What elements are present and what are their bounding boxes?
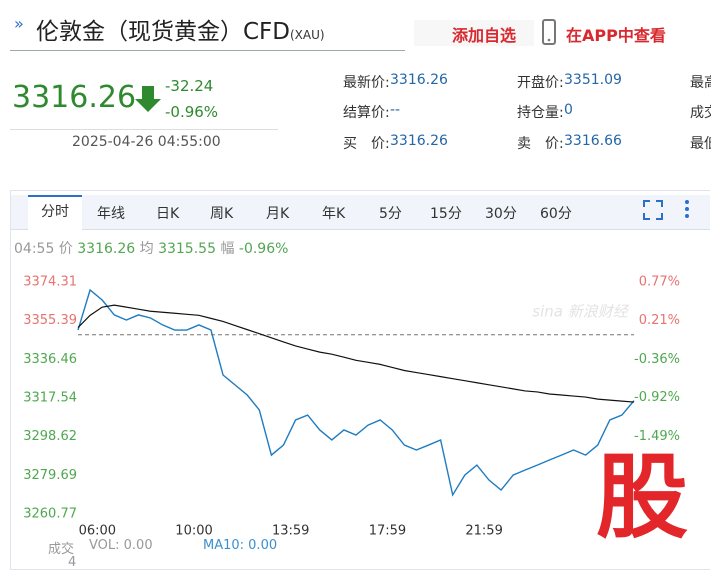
volume-value: VOL: 0.00 — [89, 538, 153, 553]
tab[interactable]: 分时 — [28, 195, 82, 230]
y-tick-label: 3298.62 — [23, 429, 77, 444]
info-label: 成交 — [690, 105, 711, 121]
tab[interactable]: 年线 — [97, 206, 125, 222]
button-bg — [414, 20, 534, 46]
code: (XAU) — [290, 28, 325, 42]
info-label: 开盘价: — [517, 75, 564, 91]
tab[interactable]: 5分 — [379, 206, 402, 222]
x-tick-label: 06:00 — [79, 524, 116, 539]
y2-tick-label: -1.49% — [634, 429, 680, 444]
tab[interactable]: 年K — [322, 206, 346, 222]
y-tick-label: 3279.69 — [23, 468, 77, 483]
info-value: 3316.26 — [390, 133, 448, 149]
down-arrow — [135, 86, 161, 112]
divider — [10, 129, 278, 130]
x-tick-label: 17:59 — [369, 524, 406, 539]
fullscreen-icon[interactable] — [642, 199, 664, 221]
menu-icon[interactable] — [682, 198, 692, 220]
title-text: 伦敦金（现货黄金）CFD — [36, 19, 290, 45]
tab[interactable]: 15分 — [430, 206, 462, 222]
y-tick-label: 3260.77 — [23, 507, 77, 522]
status-label: 均 — [139, 241, 154, 257]
y2-tick-label: 0.77% — [639, 275, 680, 290]
divider — [10, 50, 405, 51]
info-label: 最高 — [690, 75, 711, 91]
tab[interactable]: 日K — [156, 206, 180, 222]
tab[interactable]: 周K — [210, 206, 234, 222]
x-tick-label: 10:00 — [175, 524, 212, 539]
tab[interactable]: 30分 — [485, 206, 517, 222]
y2-tick-label: -0.36% — [634, 352, 680, 367]
y2-tick-label: -0.92% — [634, 390, 680, 405]
info-label: 最低 — [690, 136, 711, 152]
y-tick-label: 3355.39 — [23, 313, 77, 328]
price: 3316.26 — [12, 80, 137, 115]
app-button[interactable]: 在APP中查看 — [566, 26, 666, 45]
status-pct: -0.96% — [238, 241, 289, 257]
tab-bar — [11, 195, 710, 230]
status-price: 3316.26 — [77, 241, 136, 257]
status-bar: 04:55 价 3316.26 均 3315.55 幅 -0.96% — [14, 238, 288, 258]
info-label: 最新价: — [343, 75, 390, 91]
y2-tick-label: 0.21% — [639, 313, 680, 328]
series-line — [77, 288, 635, 497]
info-value: 3316.26 — [390, 72, 448, 88]
tab[interactable]: 月K — [266, 206, 290, 222]
tab[interactable]: 60分 — [540, 206, 572, 222]
x-tick-label: 13:59 — [272, 524, 309, 539]
info-value: 3316.66 — [564, 133, 622, 149]
logo: 股 — [596, 444, 689, 551]
y-tick-label: 3374.31 — [23, 275, 77, 290]
volume-label: 4 — [68, 555, 77, 570]
change-pct: -0.96% — [165, 103, 219, 121]
info-value: 0 — [564, 102, 573, 118]
status-avg: 3315.55 — [158, 241, 216, 257]
status-label: 价 — [58, 241, 73, 257]
datetime: 2025-04-26 04:55:00 — [72, 134, 221, 150]
status-label: 幅 — [220, 241, 235, 257]
watermark: sina 新浪财经 — [532, 303, 629, 321]
y-tick-label: 3336.46 — [23, 352, 77, 367]
info-label: 持仓量: — [517, 105, 564, 121]
title: 伦敦金（现货黄金）CFD(XAU) — [36, 12, 325, 46]
add-button[interactable]: 添加自选 — [452, 26, 517, 45]
info-label: 结算价: — [343, 105, 390, 121]
info-value: 3351.09 — [564, 72, 622, 88]
change: -32.24 — [165, 77, 214, 95]
volume-label: 成交 — [48, 542, 75, 557]
info-label: 买 价: — [343, 136, 390, 152]
y-tick-label: 3317.54 — [23, 391, 77, 406]
series-line — [77, 304, 635, 403]
phone-icon — [542, 19, 556, 45]
info-label: 卖 价: — [517, 136, 564, 152]
title-icon: » — [14, 14, 24, 33]
status-time: 04:55 — [14, 241, 55, 257]
x-tick-label: 21:59 — [465, 524, 502, 539]
ma10-value: MA10: 0.00 — [203, 538, 278, 553]
info-value: -- — [390, 102, 401, 118]
